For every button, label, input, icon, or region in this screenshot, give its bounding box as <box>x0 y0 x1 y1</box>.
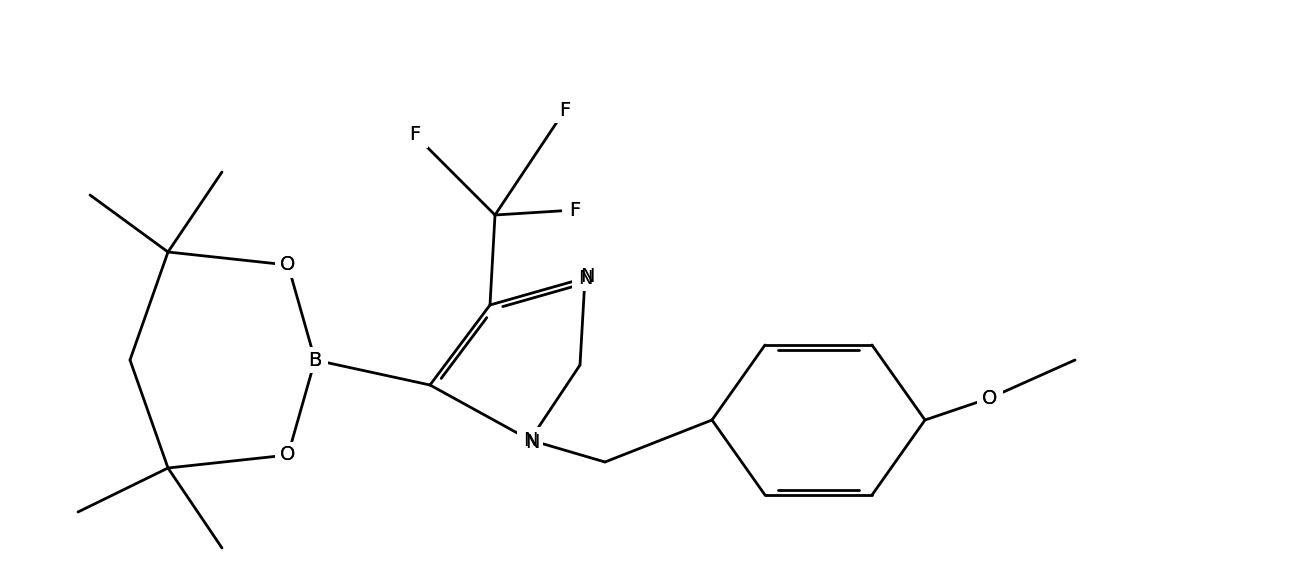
Bar <box>977 385 1002 411</box>
Text: O: O <box>983 389 997 407</box>
Bar <box>302 347 328 373</box>
Bar <box>572 265 598 291</box>
Text: N: N <box>577 268 592 288</box>
Bar <box>517 427 543 453</box>
Text: B: B <box>308 350 321 370</box>
Text: F: F <box>569 200 581 220</box>
Text: O: O <box>281 445 295 465</box>
Text: F: F <box>409 125 421 145</box>
Text: O: O <box>281 255 295 274</box>
Bar <box>562 197 588 223</box>
Text: N: N <box>580 267 594 285</box>
Text: F: F <box>559 101 571 120</box>
Text: F: F <box>559 101 571 120</box>
Text: N: N <box>525 432 539 451</box>
Text: O: O <box>281 255 295 274</box>
Bar <box>401 122 428 148</box>
Bar <box>276 252 300 278</box>
Text: N: N <box>522 431 537 449</box>
Text: F: F <box>409 125 421 145</box>
Text: O: O <box>983 389 997 407</box>
Text: F: F <box>569 200 581 220</box>
Bar <box>276 442 300 468</box>
Text: O: O <box>281 445 295 465</box>
Bar <box>552 97 579 123</box>
Text: B: B <box>308 350 321 370</box>
